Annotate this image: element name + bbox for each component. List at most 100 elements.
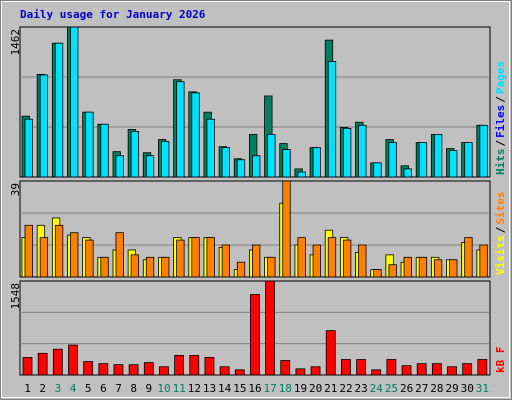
bar xyxy=(191,237,200,278)
x-tick-label: 29 xyxy=(445,382,458,395)
bar xyxy=(234,369,245,376)
bar xyxy=(280,360,291,376)
x-tick-label: 31 xyxy=(476,382,489,395)
bar xyxy=(191,92,200,178)
bar xyxy=(39,74,49,178)
bar xyxy=(161,256,170,278)
bar xyxy=(176,239,185,278)
bar xyxy=(373,269,382,278)
bar xyxy=(312,147,321,178)
bar xyxy=(312,244,321,278)
bar xyxy=(386,359,397,376)
x-tick-label: 28 xyxy=(430,382,443,395)
x-tick-label: 18 xyxy=(279,382,292,395)
y-tick-label: 39 xyxy=(9,183,22,196)
bar xyxy=(327,237,337,278)
bar xyxy=(416,363,427,376)
bar xyxy=(143,362,154,376)
bar xyxy=(204,357,215,376)
x-tick-label: 10 xyxy=(157,382,170,395)
bar xyxy=(297,237,306,278)
bar xyxy=(52,348,63,376)
legend: Hits / Files / Pages xyxy=(494,61,507,175)
bar xyxy=(358,244,367,278)
legend-entry: Pages xyxy=(494,61,507,94)
bar xyxy=(388,142,397,178)
x-tick-label: 21 xyxy=(324,382,337,395)
bar xyxy=(431,363,442,376)
bar xyxy=(145,256,155,278)
x-tick-label: 7 xyxy=(115,382,122,395)
legend: Visits /Sites xyxy=(494,192,507,276)
x-tick-label: 1 xyxy=(24,382,31,395)
bar xyxy=(464,142,473,178)
bar xyxy=(267,256,276,278)
bar xyxy=(371,369,382,376)
x-tick-label: 30 xyxy=(461,382,474,395)
x-tick-label: 12 xyxy=(188,382,201,395)
bar xyxy=(24,224,33,278)
bar xyxy=(159,366,169,376)
bar xyxy=(54,42,64,178)
x-tick-label: 24 xyxy=(370,382,384,395)
bar xyxy=(83,361,94,376)
bar xyxy=(433,259,443,278)
bar xyxy=(418,256,428,278)
bar xyxy=(358,124,367,178)
bar xyxy=(252,244,261,278)
bar xyxy=(161,141,170,178)
bar xyxy=(24,118,33,178)
bar xyxy=(310,366,321,376)
bar xyxy=(115,232,124,278)
x-tick-label: 22 xyxy=(339,382,352,395)
bar xyxy=(462,363,473,376)
bar xyxy=(433,134,443,178)
x-tick-label: 16 xyxy=(248,382,261,395)
bar xyxy=(85,239,94,278)
legend-entry: Hits xyxy=(494,149,507,176)
x-tick-label: 8 xyxy=(130,382,137,395)
legend-separator: / xyxy=(494,226,507,233)
x-tick-label: 19 xyxy=(294,382,307,395)
bar xyxy=(221,244,230,278)
bar xyxy=(98,363,109,376)
x-tick-label: 5 xyxy=(85,382,92,395)
bar xyxy=(342,127,352,178)
x-tick-label: 17 xyxy=(264,382,277,395)
bar xyxy=(327,61,337,178)
x-tick-label: 2 xyxy=(39,382,46,395)
bar xyxy=(464,237,473,278)
legend-entry: Files xyxy=(494,105,507,138)
chart-title: Daily usage for January 2026 xyxy=(20,8,206,21)
bar xyxy=(479,124,488,178)
bar xyxy=(115,155,124,178)
bar xyxy=(39,237,49,278)
bar xyxy=(145,155,155,178)
bar xyxy=(70,26,79,178)
bar xyxy=(100,123,109,178)
bar xyxy=(356,359,366,376)
bar xyxy=(403,168,412,178)
bar xyxy=(85,111,94,178)
bar xyxy=(477,359,488,376)
bar xyxy=(282,149,291,178)
y-tick-label: 1462 xyxy=(9,29,22,56)
x-tick-label: 27 xyxy=(415,382,428,395)
bar xyxy=(174,354,185,376)
bar xyxy=(342,239,352,278)
x-tick-label: 11 xyxy=(173,382,186,395)
x-tick-label: 3 xyxy=(55,382,62,395)
legend-entry: Sites xyxy=(494,192,507,225)
bar xyxy=(128,364,139,376)
x-tick-label: 15 xyxy=(233,382,246,395)
bar xyxy=(37,352,48,376)
bar xyxy=(100,256,109,278)
bar xyxy=(130,131,140,178)
bar xyxy=(297,171,306,178)
x-tick-label: 4 xyxy=(70,382,77,395)
bar xyxy=(295,368,306,376)
legend-entry: Visits xyxy=(494,235,507,275)
bar xyxy=(189,354,200,376)
bar xyxy=(418,142,428,178)
x-tick-label: 13 xyxy=(203,382,216,395)
